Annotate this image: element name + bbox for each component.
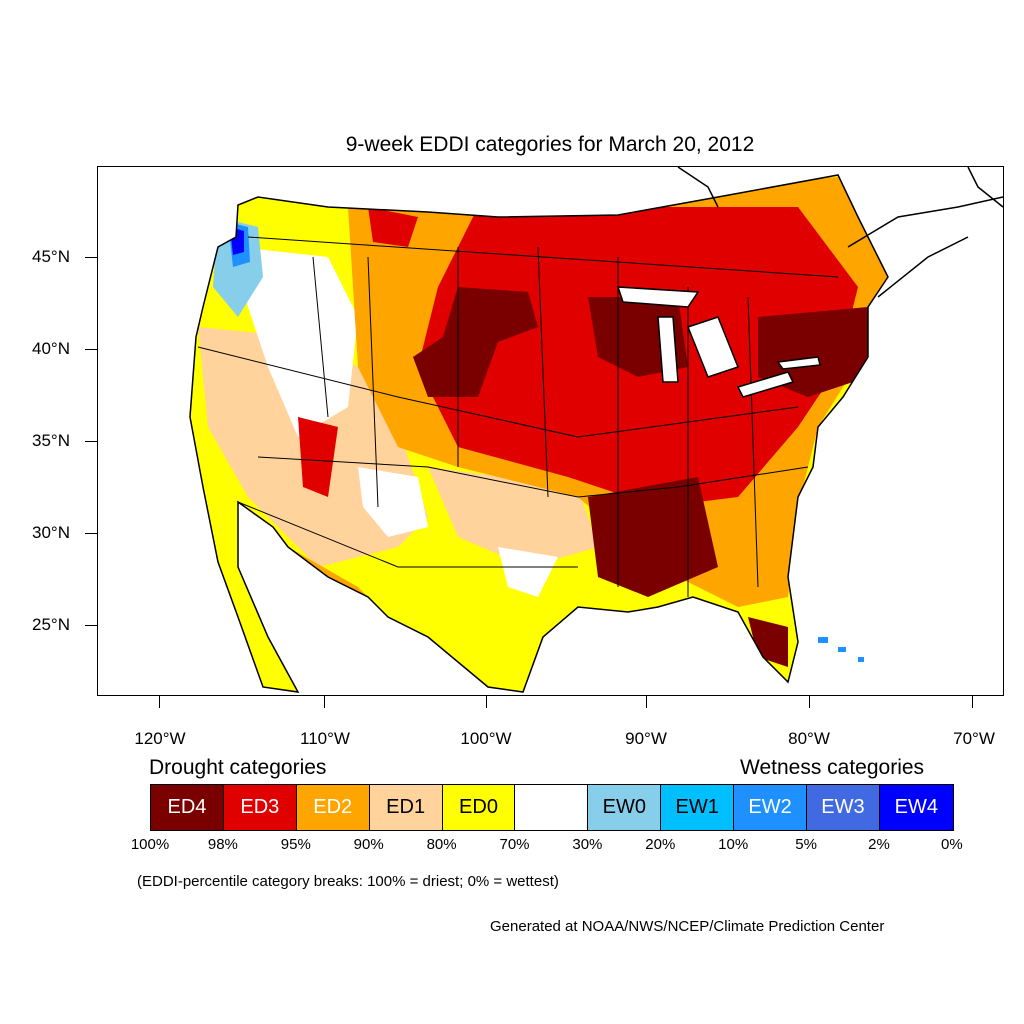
- percentile-label: 80%: [426, 836, 457, 853]
- percentile-label: 2%: [868, 836, 890, 853]
- category-note: (EDDI-percentile category breaks: 100% =…: [137, 873, 559, 890]
- coastline: [189, 174, 889, 693]
- lon-label-70: 70°W: [953, 729, 995, 748]
- category-legend: ED4 ED3 ED2 ED1 ED0 EW0 EW1 EW2 EW3 EW4: [150, 784, 954, 831]
- lat-tick: [85, 533, 97, 534]
- legend-box-ed0: ED0: [442, 785, 516, 830]
- lon-label-80: 80°W: [788, 729, 830, 748]
- caribbean-wetness: [818, 637, 864, 662]
- percentile-label: 100%: [130, 836, 170, 853]
- drought-heading: Drought categories: [149, 756, 327, 779]
- state-boundaries: [197, 236, 839, 597]
- credit-line: Generated at NOAA/NWS/NCEP/Climate Predi…: [490, 918, 885, 935]
- percentile-label: 30%: [572, 836, 603, 853]
- legend-box-ew4: EW4: [879, 785, 953, 830]
- percentile-label: 20%: [645, 836, 676, 853]
- lon-label-110: 110°W: [300, 729, 350, 748]
- lat-label-25: 25°N: [32, 615, 70, 634]
- canada-coast: [677, 167, 1003, 298]
- ed3-nrockies: [368, 207, 418, 247]
- wetness-heading: Wetness categories: [740, 756, 925, 779]
- lat-label-45: 45°N: [32, 247, 70, 266]
- percentile-label: 0%: [941, 836, 963, 853]
- lat-tick: [85, 257, 97, 258]
- lon-tick: [324, 696, 325, 708]
- lon-label-90: 90°W: [625, 729, 667, 748]
- percentile-label: 5%: [795, 836, 817, 853]
- lon-label-120: 120°W: [134, 729, 186, 748]
- legend-box-ew3: EW3: [807, 785, 880, 830]
- legend-box-ew0: EW0: [588, 785, 662, 830]
- legend-box-ed2: ED2: [296, 785, 370, 830]
- lon-tick: [159, 696, 160, 708]
- normal-texas: [498, 547, 558, 597]
- percentile-label: 98%: [207, 836, 238, 853]
- percentile-label: 10%: [718, 836, 749, 853]
- ed4-south: [588, 477, 718, 597]
- great-lakes: [616, 286, 821, 398]
- lat-label-35: 35°N: [32, 431, 70, 450]
- lon-label-100: 100°W: [460, 729, 512, 748]
- lat-label-40: 40°N: [32, 339, 70, 358]
- ed4-mexico: [308, 587, 348, 667]
- legend-box-ed1: ED1: [369, 785, 443, 830]
- normal-sw: [358, 467, 428, 537]
- legend-box-ew2: EW2: [734, 785, 808, 830]
- eddi-map: [189, 167, 1003, 693]
- lat-label-30: 30°N: [32, 523, 70, 542]
- legend-box-ed3: ED3: [223, 785, 297, 830]
- lat-tick: [85, 625, 97, 626]
- ed3-sw: [298, 417, 338, 497]
- percentile-label: 95%: [280, 836, 311, 853]
- lon-tick: [486, 696, 487, 708]
- percentile-label: 70%: [499, 836, 530, 853]
- map-panel: [97, 166, 1004, 696]
- legend-box-normal: [515, 785, 589, 830]
- legend-box-ew1: EW1: [661, 785, 735, 830]
- ed4-nplains: [413, 287, 538, 397]
- map-title: 9-week EDDI categories for March 20, 201…: [345, 133, 755, 156]
- lon-tick: [972, 696, 973, 708]
- lon-tick: [646, 696, 647, 708]
- legend-box-ed4: ED4: [151, 785, 224, 830]
- normal-northwest: [238, 247, 358, 437]
- lon-tick: [809, 696, 810, 708]
- lat-tick: [85, 441, 97, 442]
- lat-tick: [85, 349, 97, 350]
- percentile-label: 90%: [353, 836, 384, 853]
